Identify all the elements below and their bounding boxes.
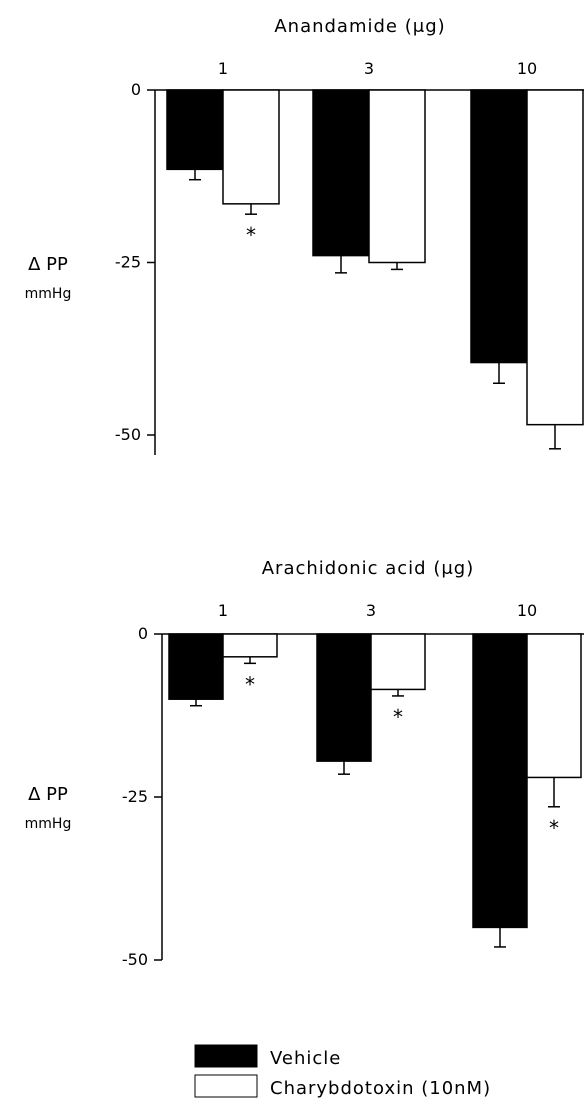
- x-tick-label: 3: [364, 59, 374, 78]
- legend: Vehicle Charybdotoxin (10nM): [194, 1044, 491, 1099]
- bar: [312, 89, 370, 257]
- y-tick-label: 0: [131, 80, 141, 99]
- bar: [470, 89, 528, 364]
- bar: [368, 89, 426, 264]
- significance-marker: *: [246, 223, 256, 247]
- y-tick-label: -25: [115, 253, 141, 272]
- legend-label-charybdotoxin: Charybdotoxin (10nM): [270, 1078, 491, 1099]
- anandamide-chart: Anandamide (μg) Δ PP mmHg 0 -25 -50 1 3 10 *: [25, 16, 584, 455]
- arachidonic-acid-chart: Arachidonic acid (μg) Δ PP mmHg 0 -25 -50 1…: [25, 558, 584, 969]
- y-axis-unit: mmHg: [25, 286, 72, 302]
- y-axis-label: Δ PP: [28, 784, 68, 805]
- legend-swatch-vehicle: [194, 1044, 258, 1068]
- y-tick-label: -50: [122, 950, 148, 969]
- chart-title: Anandamide (μg): [274, 16, 445, 37]
- legend-swatch-charybdotoxin: [194, 1074, 258, 1098]
- x-tick-label: 3: [366, 601, 376, 620]
- bar: [370, 633, 426, 691]
- y-axis-unit: mmHg: [25, 816, 72, 832]
- bar: [166, 89, 224, 171]
- x-tick-label: 1: [218, 601, 228, 620]
- chart-title: Arachidonic acid (μg): [262, 558, 475, 579]
- x-tick-label: 10: [517, 601, 537, 620]
- x-tick-label: 1: [218, 59, 228, 78]
- y-tick-label: -25: [122, 787, 148, 806]
- bar: [168, 633, 224, 700]
- legend-item-charybdotoxin: Charybdotoxin (10nM): [194, 1074, 491, 1099]
- x-tick-label: 10: [517, 59, 537, 78]
- significance-marker: *: [245, 672, 255, 696]
- bar: [316, 633, 372, 762]
- y-tick-label: 0: [138, 624, 148, 643]
- bar: [472, 633, 528, 929]
- y-tick-label: -50: [115, 425, 141, 444]
- significance-marker: *: [393, 705, 403, 729]
- bar: [526, 89, 584, 426]
- legend-label-vehicle: Vehicle: [270, 1048, 341, 1069]
- legend-item-vehicle: Vehicle: [194, 1044, 341, 1069]
- bar: [526, 633, 582, 779]
- bar: [222, 633, 278, 658]
- significance-marker: *: [549, 816, 559, 840]
- bar: [222, 89, 280, 205]
- y-axis-label: Δ PP: [28, 254, 68, 275]
